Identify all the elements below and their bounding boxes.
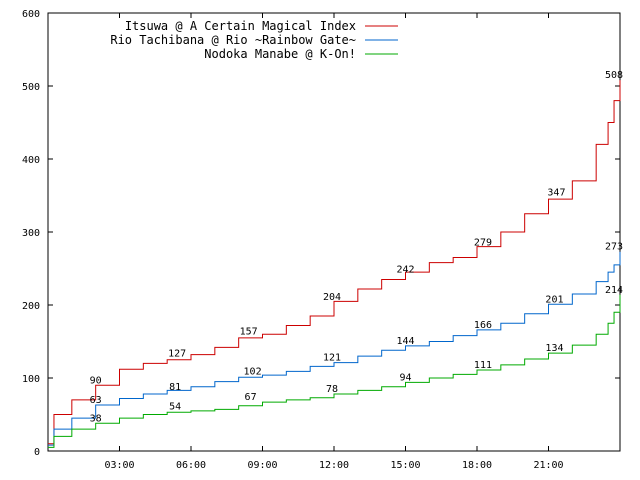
data-label: 121	[323, 353, 341, 364]
y-tick-label: 100	[22, 374, 40, 385]
x-tick-label: 15:00	[390, 460, 420, 471]
data-label: 214	[605, 285, 623, 296]
data-label: 94	[399, 372, 411, 383]
data-label: 273	[605, 242, 623, 253]
data-label: 204	[323, 292, 341, 303]
data-label: 508	[605, 70, 623, 81]
data-label: 166	[474, 320, 492, 331]
y-axis-ticks: 0 100 200 300 400 500 600	[22, 9, 620, 458]
x-axis-ticks: 03:00 06:00 09:00 12:00 15:00 18:00 21:00	[104, 13, 564, 471]
legend-label-1: Itsuwa @ A Certain Magical Index	[125, 19, 356, 33]
data-label: 134	[545, 343, 563, 354]
x-tick-label: 06:00	[176, 460, 206, 471]
data-label: 90	[90, 375, 102, 386]
data-label: 63	[90, 395, 102, 406]
legend-label-2: Rio Tachibana @ Rio ~Rainbow Gate~	[110, 33, 356, 47]
y-tick-label: 200	[22, 301, 40, 312]
x-tick-label: 21:00	[533, 460, 563, 471]
data-label: 127	[168, 348, 186, 359]
data-label: 242	[396, 264, 414, 275]
data-label: 67	[245, 392, 257, 403]
x-tick-label: 18:00	[462, 460, 492, 471]
data-label: 201	[545, 294, 563, 305]
y-tick-label: 400	[22, 155, 40, 166]
series-line-2	[48, 251, 621, 446]
series-line-3	[48, 294, 621, 448]
x-tick-label: 09:00	[247, 460, 277, 471]
series-lines	[48, 80, 621, 448]
data-label: 144	[396, 336, 414, 347]
data-labels: 90 127 157 204 242 279 347 508 63 81 102 121 144 166 2…	[90, 70, 623, 424]
data-label: 102	[244, 367, 262, 378]
data-label: 78	[326, 384, 338, 395]
data-label: 111	[474, 360, 492, 371]
x-tick-label: 12:00	[319, 460, 349, 471]
data-label: 347	[547, 188, 565, 199]
y-tick-label: 300	[22, 228, 40, 239]
data-label: 54	[169, 402, 181, 413]
legend-label-3: Nodoka Manabe @ K-On!	[204, 47, 356, 61]
x-tick-label: 03:00	[104, 460, 134, 471]
y-tick-label: 500	[22, 82, 40, 93]
data-label: 157	[240, 326, 258, 337]
y-tick-label: 0	[34, 447, 40, 458]
data-label: 279	[474, 237, 492, 248]
data-label: 81	[169, 382, 181, 393]
data-label: 38	[90, 413, 102, 424]
y-tick-label: 600	[22, 9, 40, 20]
series-line-1	[48, 80, 621, 445]
